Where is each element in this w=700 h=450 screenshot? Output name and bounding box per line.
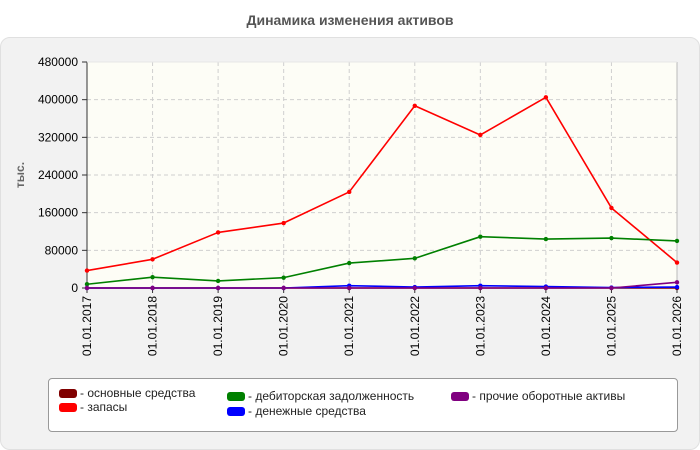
legend-label-fixed-assets: - основные средства <box>80 386 196 400</box>
y-tick-label: 240000 <box>38 168 78 182</box>
data-point-series-4 <box>347 285 352 291</box>
legend-label-inventory: - запасы <box>80 400 128 414</box>
data-point-series-1 <box>412 103 417 108</box>
legend-item-other-current-assets: - прочие оборотные активы <box>451 389 625 403</box>
y-axis-label: тыс. <box>13 162 27 188</box>
data-point-series-1 <box>84 268 90 273</box>
x-tick-label: 01.01.2025 <box>604 296 618 356</box>
legend-swatch-cash <box>227 406 245 416</box>
data-point-series-4 <box>478 285 483 291</box>
data-point-series-1 <box>215 230 221 235</box>
data-point-series-2 <box>84 282 90 287</box>
y-tick-label: 160000 <box>38 206 78 220</box>
data-point-series-1 <box>281 220 286 226</box>
x-tick-label: 01.01.2020 <box>277 296 291 356</box>
legend-label-receivables: - дебиторская задолженность <box>248 389 415 403</box>
legend-swatch-fixed-assets <box>59 388 77 398</box>
x-tick-label: 01.01.2023 <box>473 296 487 356</box>
legend-label-other-current-assets: - прочие оборотные активы <box>472 389 626 403</box>
data-point-series-4 <box>281 285 286 291</box>
x-tick-label: 01.01.2019 <box>211 296 225 356</box>
data-point-series-4 <box>215 285 221 291</box>
x-tick-label: 01.01.2017 <box>80 296 94 356</box>
data-point-series-4 <box>674 280 680 285</box>
data-point-series-4 <box>412 285 417 291</box>
data-point-series-1 <box>543 95 549 100</box>
y-tick-label: 400000 <box>38 93 78 107</box>
legend-swatch-inventory <box>59 402 77 412</box>
x-tick-label: 01.01.2018 <box>146 296 160 356</box>
legend-label-cash: - денежные средства <box>248 404 366 418</box>
data-point-series-4 <box>609 285 614 291</box>
data-point-series-2 <box>674 238 680 244</box>
legend-swatch-other-current-assets <box>451 391 469 401</box>
data-point-series-1 <box>609 205 614 211</box>
series-line-1 <box>86 96 678 272</box>
data-point-series-1 <box>347 189 352 195</box>
data-point-series-4 <box>150 285 155 291</box>
data-point-series-4 <box>84 285 90 291</box>
chart-legend: - основные средства - запасы - дебиторск… <box>48 378 678 432</box>
data-point-series-2 <box>281 275 286 280</box>
y-tick-label: 80000 <box>45 243 79 257</box>
x-tick-label: 01.01.2024 <box>539 296 553 356</box>
y-tick-label: 0 <box>71 281 78 295</box>
data-point-series-1 <box>150 257 155 262</box>
chart-title: Динамика изменения активов <box>246 12 454 28</box>
data-point-series-1 <box>674 260 680 265</box>
x-tick-label: 01.01.2022 <box>408 296 422 356</box>
data-point-series-2 <box>478 234 483 239</box>
data-point-series-1 <box>478 132 483 138</box>
legend-swatch-receivables <box>227 391 245 401</box>
legend-item-fixed-assets: - основные средства <box>59 386 195 400</box>
legend-item-receivables: - дебиторская задолженность <box>227 389 414 403</box>
legend-item-inventory: - запасы <box>59 400 127 414</box>
legend-item-cash: - денежные средства <box>227 404 366 418</box>
series-line-2 <box>86 235 678 286</box>
series-line-4 <box>87 281 678 289</box>
data-point-series-2 <box>609 235 614 241</box>
x-tick-label: 01.01.2021 <box>342 296 356 356</box>
data-point-series-2 <box>150 274 155 280</box>
data-point-series-2 <box>543 236 549 242</box>
data-point-series-4 <box>543 285 549 291</box>
x-tick-label: 01.01.2026 <box>670 296 684 356</box>
data-point-series-2 <box>412 256 417 261</box>
data-point-series-2 <box>347 260 352 266</box>
data-point-series-3 <box>674 284 680 290</box>
data-point-series-2 <box>215 278 221 284</box>
y-tick-label: 480000 <box>38 55 78 69</box>
y-tick-label: 320000 <box>38 130 78 144</box>
